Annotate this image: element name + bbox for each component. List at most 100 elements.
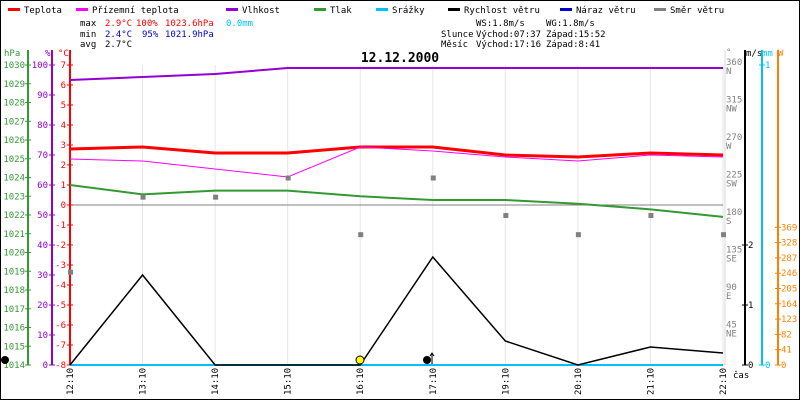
pressure-tick-label: 1019	[3, 267, 25, 277]
humidity-tick-label: 10	[37, 331, 48, 341]
x-tick-label: 17:10	[429, 368, 439, 395]
moonrise-arrow-icon	[429, 352, 435, 364]
wind-direction-point	[213, 194, 219, 200]
temperature-tick-label: 6	[61, 81, 66, 91]
humidity-tick-label: 50	[37, 211, 48, 221]
direction-tick-label: 270	[726, 133, 742, 143]
pressure-tick-label: 1025	[3, 155, 25, 165]
direction-compass-label: NW	[726, 105, 737, 115]
wind-tick-label: 1	[748, 301, 753, 311]
temperature-tick-label: -3	[55, 261, 66, 271]
x-tick-label: 19:10	[501, 368, 511, 395]
pressure-tick-label: 1024	[3, 174, 25, 184]
wind-direction-point	[503, 213, 509, 218]
stats: max 2.9°C 100% 1023.6hPa 0.0mm min 2.4°C…	[80, 19, 606, 50]
wind-direction-point	[358, 232, 364, 238]
direction-tick-label: 225	[726, 171, 742, 181]
wind-direction-point	[648, 213, 654, 218]
direction-compass-label: E	[726, 292, 731, 302]
wind-direction-point	[721, 232, 726, 238]
x-tick-label: 20:10	[574, 368, 584, 395]
direction-tick-label: 360	[726, 58, 742, 68]
legend-label-1: Přízemní teplota	[92, 6, 179, 16]
series-line-0	[69, 145, 724, 159]
temperature-tick-label: 1	[61, 181, 66, 191]
sunset-sun-icon	[355, 355, 365, 365]
stats-avg-temp: 2.7°C	[105, 40, 132, 50]
sunrise-marker-icon	[1, 356, 9, 364]
humidity-tick-label: 80	[37, 121, 48, 131]
stats-wg: WG:1.8m/s	[546, 19, 595, 29]
pressure-tick-label: 1030	[3, 61, 25, 71]
solar-tick-label: 164	[781, 300, 797, 310]
direction-compass-label: W	[726, 142, 732, 152]
solar-tick-label: 123	[781, 315, 797, 325]
wind-direction-point	[140, 194, 146, 200]
temperature-tick-label: 5	[61, 101, 66, 111]
pressure-tick-label: 1015	[3, 342, 25, 352]
legend-swatch	[560, 8, 572, 11]
x-tick-label: 15:10	[284, 368, 294, 395]
direction-compass-label: NE	[726, 330, 737, 340]
solar-tick-label: 246	[781, 269, 797, 279]
wind-direction-point	[430, 175, 436, 181]
wind-direction-point	[285, 175, 291, 181]
temperature-tick-label: -8	[55, 361, 66, 371]
stats-ws: WS:1.8m/s	[476, 19, 525, 29]
legend-swatch	[314, 8, 326, 11]
humidity-axis-title: %	[45, 49, 51, 59]
series-line-1	[69, 146, 724, 178]
humidity-tick-label: 100	[32, 61, 48, 71]
direction-compass-label: S	[726, 217, 731, 227]
sun-rise: Východ:07:37	[476, 30, 541, 40]
stats-min-label: min	[80, 30, 96, 40]
x-tick-label: 13:10	[139, 368, 149, 395]
humidity-tick-label: 90	[37, 91, 48, 101]
wind-axis-title: m/s	[746, 49, 762, 59]
temperature-tick-label: -2	[55, 241, 66, 251]
temperature-tick-label: 4	[61, 121, 66, 131]
legend-label-7: Směr větru	[670, 6, 724, 16]
direction-compass-label: SE	[726, 255, 737, 265]
moon-set: Západ:8:41	[546, 40, 600, 50]
temperature-tick-label: -7	[55, 341, 66, 351]
solar-tick-label: 41	[781, 346, 792, 356]
sun-label: Slunce	[441, 30, 474, 40]
rain-axis-title: mm	[762, 49, 773, 59]
pressure-axis-title: hPa	[4, 49, 20, 59]
series-line-5	[69, 255, 724, 366]
legend-swatch	[376, 8, 388, 11]
legend-swatch	[226, 8, 238, 11]
temperature-tick-label: 0	[61, 201, 66, 211]
solar-tick-label: 328	[781, 239, 797, 249]
temperature-tick-label: -6	[55, 321, 66, 331]
stats-max-hum: 100%	[136, 19, 158, 29]
wind-direction-point	[68, 269, 73, 275]
temperature-axis-title: °C	[58, 49, 69, 59]
legend-swatch	[448, 8, 460, 11]
humidity-tick-label: 0	[43, 361, 48, 371]
pressure-tick-label: 1018	[3, 286, 25, 296]
pressure-tick-label: 1029	[3, 80, 25, 90]
stats-max-temp: 2.9°C	[105, 19, 132, 29]
direction-tick-label: 135	[726, 246, 742, 256]
solar-tick-label: 369	[781, 223, 797, 233]
pressure-tick-label: 1022	[3, 211, 25, 221]
stats-min-temp: 2.4°C	[105, 30, 132, 40]
wind-direction-point	[575, 232, 581, 238]
direction-compass-label: SW	[726, 180, 737, 190]
legend-label-5: Rychlost větru	[464, 6, 540, 16]
pressure-tick-label: 1023	[3, 192, 25, 202]
legend: Teplota Přízemní teplota Vlhkost Tlak Srážky…	[8, 6, 724, 16]
moonrise-moon-icon	[423, 356, 431, 364]
sun-set: Západ:15:52	[546, 30, 606, 40]
legend-label-0: Teplota	[24, 6, 62, 16]
legend-label-4: Srážky	[392, 6, 425, 16]
chart-title: 12.12.2000	[361, 51, 439, 66]
pressure-tick-label: 1027	[3, 117, 25, 127]
temperature-tick-label: -1	[55, 221, 66, 231]
stats-avg-label: avg	[80, 40, 96, 50]
stats-max-label: max	[80, 19, 97, 29]
stats-min-pres: 1021.9hPa	[165, 30, 214, 40]
